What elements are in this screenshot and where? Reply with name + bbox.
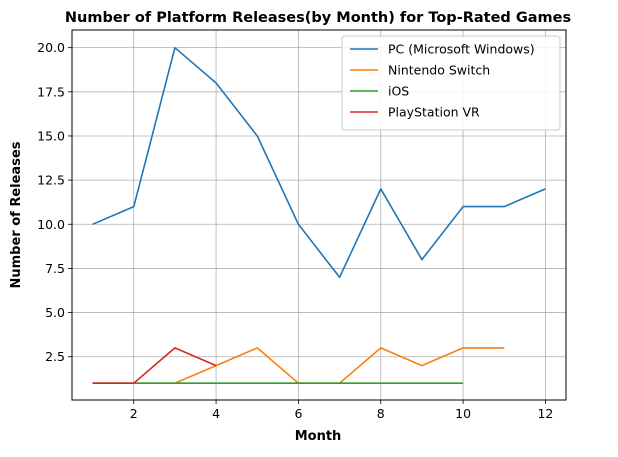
x-tick-label: 4 — [212, 406, 220, 421]
legend-label: Nintendo Switch — [388, 63, 490, 78]
legend-label: PlayStation VR — [388, 105, 480, 120]
y-tick-label: 17.5 — [37, 84, 65, 99]
x-tick-label: 8 — [377, 406, 385, 421]
y-tick-label: 12.5 — [37, 173, 65, 188]
y-tick-label: 15.0 — [37, 128, 65, 143]
x-axis-ticks: 2 4 6 8 10 12 — [130, 400, 553, 421]
y-tick-label: 7.5 — [45, 261, 65, 276]
legend-box — [341, 35, 561, 131]
y-tick-label: 20.0 — [37, 40, 65, 55]
chart-title: Number of Platform Releases(by Month) fo… — [65, 10, 571, 26]
series-lines — [92, 46, 546, 385]
y-tick-label: 10.0 — [37, 217, 65, 232]
x-axis-label: Month — [295, 429, 342, 444]
plot-frame — [71, 29, 567, 401]
x-tick-label: 12 — [537, 406, 553, 421]
series-line-playstation-vr — [92, 347, 217, 385]
legend-label: iOS — [388, 84, 409, 99]
y-axis-ticks: 2.5 5.0 7.5 10.0 12.5 15.0 17.5 20.0 — [37, 40, 72, 364]
x-tick-label: 10 — [455, 406, 471, 421]
y-axis-label: Number of Releases — [9, 141, 24, 288]
y-tick-label: 2.5 — [45, 349, 65, 364]
x-tick-label: 6 — [294, 406, 302, 421]
series-line-pc-microsoft-windows — [92, 46, 546, 279]
y-tick-label: 5.0 — [45, 305, 65, 320]
legend-label: PC (Microsoft Windows) — [388, 42, 535, 57]
x-tick-label: 2 — [130, 406, 138, 421]
legend: PC (Microsoft Windows) Nintendo Switch iOS… — [341, 35, 561, 131]
